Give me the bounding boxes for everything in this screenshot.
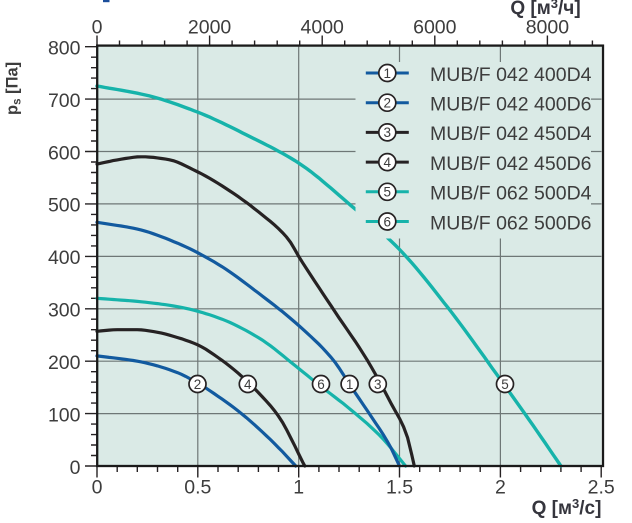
- svg-text:2000: 2000: [188, 16, 232, 38]
- svg-text:6000: 6000: [413, 16, 457, 38]
- svg-text:100: 100: [48, 404, 81, 426]
- svg-text:0: 0: [92, 477, 103, 499]
- svg-text:300: 300: [48, 300, 81, 322]
- svg-text:0: 0: [92, 16, 103, 38]
- svg-text:1: 1: [384, 66, 392, 81]
- svg-text:200: 200: [48, 352, 81, 374]
- svg-text:4: 4: [244, 377, 252, 392]
- svg-text:1.5: 1.5: [386, 477, 413, 499]
- svg-text:MUB/F 062 500D6: MUB/F 062 500D6: [430, 212, 592, 234]
- svg-text:400: 400: [48, 247, 81, 269]
- svg-text:700: 700: [48, 90, 81, 112]
- svg-text:5: 5: [384, 185, 392, 200]
- svg-text:600: 600: [48, 142, 81, 164]
- svg-text:0: 0: [70, 457, 81, 479]
- svg-text:6: 6: [317, 377, 325, 392]
- svg-text:MUB/F 042 400D4: MUB/F 042 400D4: [430, 64, 592, 86]
- svg-text:Q [м3/ч]: Q [м3/ч]: [510, 0, 580, 19]
- svg-text:0.5: 0.5: [184, 477, 211, 499]
- svg-text:800: 800: [48, 38, 81, 60]
- svg-text:Q [м3/с]: Q [м3/с]: [532, 496, 602, 519]
- svg-text:4000: 4000: [301, 16, 345, 38]
- svg-text:2: 2: [495, 477, 506, 499]
- svg-text:5: 5: [501, 377, 509, 392]
- svg-text:3: 3: [374, 377, 382, 392]
- svg-text:500: 500: [48, 195, 81, 217]
- svg-text:6: 6: [384, 214, 392, 229]
- svg-text:2: 2: [384, 96, 392, 111]
- svg-text:MUB/F 042 450D4: MUB/F 042 450D4: [430, 123, 592, 145]
- svg-text:MUB/F 062 500D4: MUB/F 062 500D4: [430, 183, 592, 205]
- svg-text:MUB/F 042 450D6: MUB/F 042 450D6: [430, 153, 592, 175]
- svg-text:4: 4: [384, 155, 392, 170]
- svg-text:1: 1: [346, 377, 354, 392]
- svg-text:ps [Па]: ps [Па]: [4, 62, 24, 115]
- svg-text:8000: 8000: [526, 16, 570, 38]
- svg-text:3: 3: [384, 125, 392, 140]
- svg-text:2: 2: [194, 377, 202, 392]
- svg-text:MUB/F 042 400D6: MUB/F 042 400D6: [430, 94, 592, 116]
- svg-text:2.5: 2.5: [588, 477, 615, 499]
- svg-text:1: 1: [293, 477, 304, 499]
